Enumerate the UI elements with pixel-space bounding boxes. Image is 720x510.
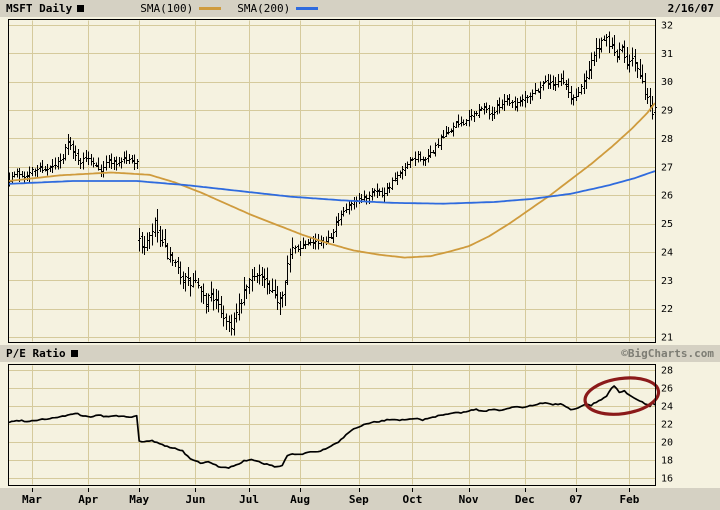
x-axis-label-apr: Apr [78, 493, 99, 506]
pe-spike-circle-annotation [583, 376, 661, 416]
x-axis-tick [300, 488, 301, 492]
x-axis-tick [629, 488, 630, 492]
x-axis-label-jul: Jul [239, 493, 259, 506]
svg-text:25: 25 [661, 219, 673, 230]
x-axis-label-07: 07 [569, 493, 583, 506]
sma200-swatch [296, 7, 319, 10]
x-axis-tick [195, 488, 196, 492]
x-axis-tick [469, 488, 470, 492]
sma200-label: SMA(200) [237, 2, 291, 15]
price-legend-marker [77, 5, 85, 12]
chart-date: 2/16/07 [667, 2, 714, 15]
x-axis-tick [88, 488, 89, 492]
x-axis-label-aug: Aug [290, 493, 311, 506]
sma100-label: SMA(100) [140, 2, 194, 15]
svg-text:18: 18 [661, 456, 673, 467]
svg-text:32: 32 [661, 21, 673, 32]
svg-text:20: 20 [661, 438, 673, 449]
x-axis-label-may: May [129, 493, 150, 506]
svg-text:31: 31 [661, 49, 673, 60]
svg-text:26: 26 [661, 191, 673, 202]
x-axis-tick [249, 488, 250, 492]
svg-text:22: 22 [661, 420, 673, 431]
svg-text:26: 26 [661, 384, 673, 395]
x-axis-bar: Mar Apr May Jun Jul Aug Sep Oct Nov Dec 07 Feb [0, 488, 720, 510]
x-axis-tick [359, 488, 360, 492]
symbol-label: MSFT Daily [6, 2, 73, 15]
pe-ratio-chart: 16 18 20 22 24 26 28 [8, 364, 673, 486]
pe-header-bar: P/E Ratio ©BigCharts.com [0, 345, 720, 362]
svg-text:24: 24 [661, 402, 673, 413]
svg-text:22: 22 [661, 304, 673, 315]
x-axis-tick [576, 488, 577, 492]
pe-legend-marker [70, 350, 78, 357]
x-axis-tick [139, 488, 140, 492]
copyright-label: ©BigCharts.com [621, 347, 714, 360]
svg-text:23: 23 [661, 276, 673, 287]
svg-text:24: 24 [661, 247, 673, 258]
svg-text:29: 29 [661, 106, 673, 117]
x-axis-label-sep: Sep [348, 493, 369, 506]
x-axis-tick [32, 488, 33, 492]
svg-text:21: 21 [661, 333, 673, 344]
svg-text:16: 16 [661, 474, 673, 485]
svg-text:28: 28 [661, 366, 673, 377]
x-axis-label-oct: Oct [402, 493, 423, 506]
svg-text:30: 30 [661, 77, 673, 88]
x-axis-tick [525, 488, 526, 492]
svg-text:28: 28 [661, 134, 673, 145]
x-axis-label-nov: Nov [458, 493, 479, 506]
x-axis-tick [412, 488, 413, 492]
x-axis-label-feb: Feb [619, 493, 640, 506]
chart-header-bar: MSFT Daily SMA(100) SMA(200) 2/16/07 [0, 0, 720, 17]
svg-text:27: 27 [661, 162, 673, 173]
sma100-swatch [199, 7, 222, 10]
x-axis-label-dec: Dec [514, 493, 535, 506]
x-axis-label-jun: Jun [185, 493, 206, 506]
price-chart: 21 22 23 24 25 26 27 28 29 30 31 32 [8, 19, 673, 344]
pe-ratio-label: P/E Ratio [6, 347, 66, 360]
x-axis-label-mar: Mar [22, 493, 42, 506]
